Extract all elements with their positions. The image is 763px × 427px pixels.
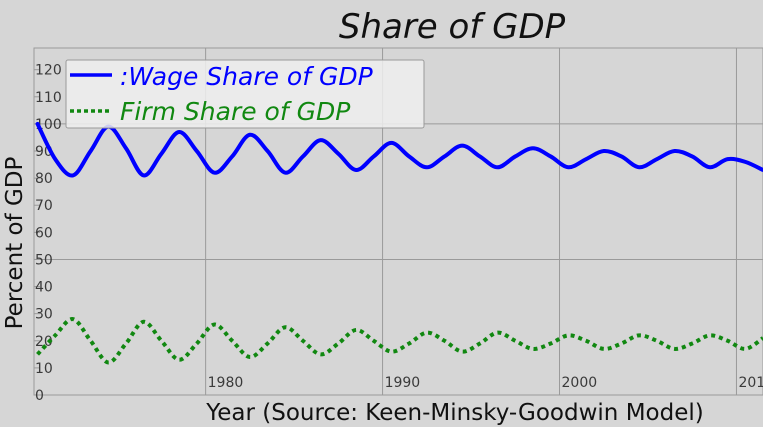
x-tick-label: 1980 bbox=[208, 375, 244, 391]
y-axis-label: Percent of GDP bbox=[2, 157, 28, 330]
y-tick-label: 20 bbox=[35, 334, 53, 350]
series-line-wage bbox=[35, 121, 763, 178]
y-tick-label: 40 bbox=[35, 280, 53, 296]
x-tick-label: 1990 bbox=[385, 375, 421, 391]
x-tick-label: 2000 bbox=[562, 375, 598, 391]
y-tick-label: 30 bbox=[35, 307, 53, 323]
x-axis-label: Year (Source: Keen-Minsky-Goodwin Model) bbox=[205, 400, 703, 426]
legend: :Wage Share of GDP Firm Share of GDP bbox=[65, 59, 425, 129]
chart-title: Share of GDP bbox=[339, 7, 566, 47]
legend-background bbox=[65, 59, 425, 129]
y-tick-label: 110 bbox=[35, 90, 62, 106]
plot-frame bbox=[33, 47, 763, 396]
y-tick-label: 50 bbox=[35, 252, 53, 268]
y-tick-label: 0 bbox=[35, 388, 44, 404]
y-tick-label: 80 bbox=[35, 171, 53, 187]
y-tick-label: 60 bbox=[35, 225, 53, 241]
series-line-firm bbox=[36, 317, 763, 365]
legend-entry-firm: Firm Share of GDP bbox=[120, 97, 351, 126]
y-tick-label: 120 bbox=[35, 63, 62, 79]
y-tick-label: 70 bbox=[35, 198, 53, 214]
legend-entry-wage: :Wage Share of GDP bbox=[120, 62, 374, 91]
y-tick-label: 10 bbox=[35, 361, 53, 377]
